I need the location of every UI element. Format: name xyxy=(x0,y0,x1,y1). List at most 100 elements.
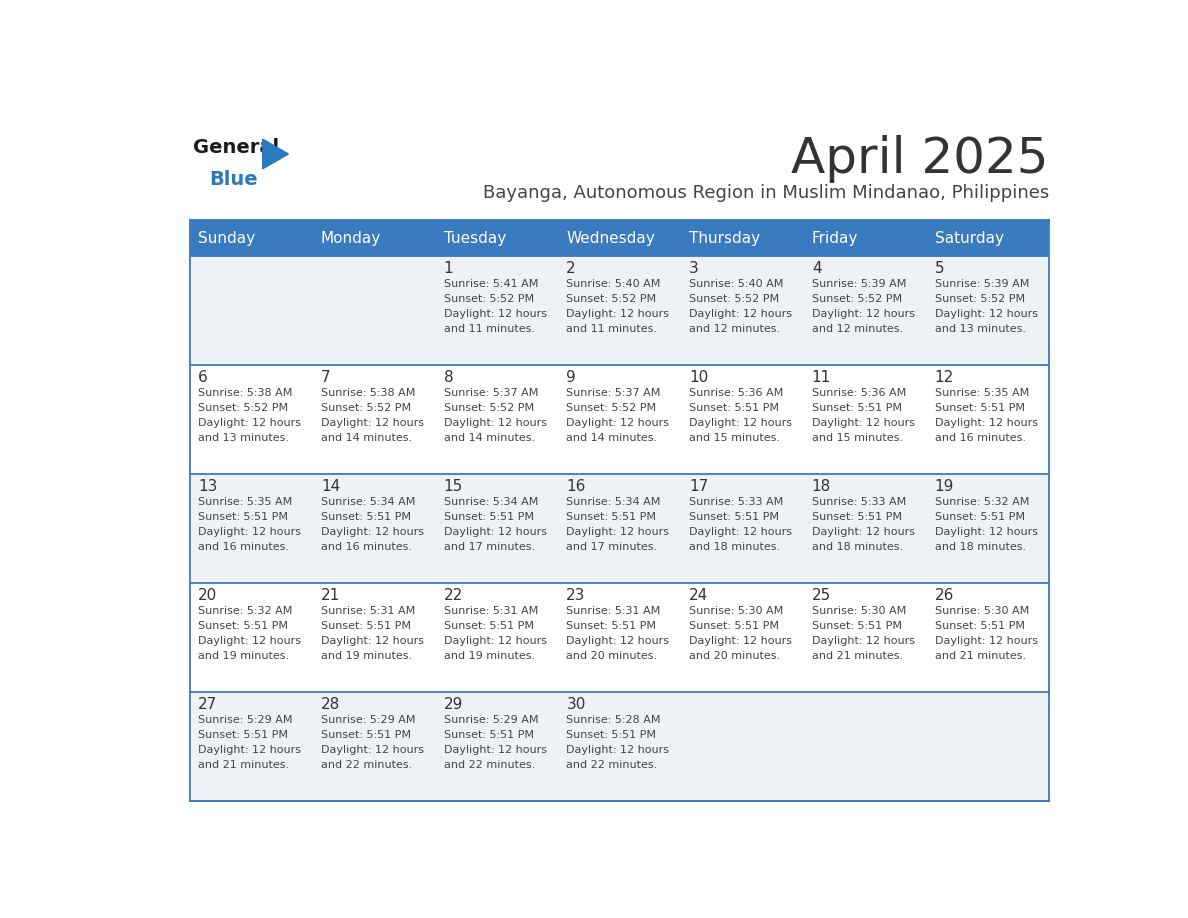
Text: 9: 9 xyxy=(567,370,576,385)
Text: Sunset: 5:51 PM: Sunset: 5:51 PM xyxy=(321,512,411,522)
Text: Sunrise: 5:40 AM: Sunrise: 5:40 AM xyxy=(689,279,783,289)
Text: and 19 minutes.: and 19 minutes. xyxy=(443,651,535,661)
Text: Sunset: 5:51 PM: Sunset: 5:51 PM xyxy=(689,512,779,522)
Text: 27: 27 xyxy=(198,697,217,711)
Text: and 13 minutes.: and 13 minutes. xyxy=(935,324,1025,333)
Text: and 12 minutes.: and 12 minutes. xyxy=(811,324,903,333)
Text: Sunset: 5:51 PM: Sunset: 5:51 PM xyxy=(689,403,779,413)
Text: 4: 4 xyxy=(811,261,821,275)
Bar xyxy=(803,692,927,801)
Text: Sunset: 5:52 PM: Sunset: 5:52 PM xyxy=(567,403,657,413)
Text: Sunrise: 5:30 AM: Sunrise: 5:30 AM xyxy=(689,606,783,616)
Text: and 22 minutes.: and 22 minutes. xyxy=(567,759,658,769)
Bar xyxy=(803,219,927,256)
Text: and 17 minutes.: and 17 minutes. xyxy=(443,542,535,552)
Text: Sunrise: 5:31 AM: Sunrise: 5:31 AM xyxy=(321,606,415,616)
Text: Sunrise: 5:41 AM: Sunrise: 5:41 AM xyxy=(443,279,538,289)
Bar xyxy=(803,475,927,584)
Text: Sunrise: 5:38 AM: Sunrise: 5:38 AM xyxy=(198,388,292,398)
Bar xyxy=(927,584,1049,692)
Text: Sunset: 5:52 PM: Sunset: 5:52 PM xyxy=(689,294,779,304)
Text: 1: 1 xyxy=(443,261,454,275)
Text: Daylight: 12 hours: Daylight: 12 hours xyxy=(689,308,792,319)
Text: and 21 minutes.: and 21 minutes. xyxy=(811,651,903,661)
Text: General: General xyxy=(192,139,279,157)
Text: Sunset: 5:52 PM: Sunset: 5:52 PM xyxy=(198,403,289,413)
Text: 10: 10 xyxy=(689,370,708,385)
Text: Sunrise: 5:31 AM: Sunrise: 5:31 AM xyxy=(443,606,538,616)
Text: Sunset: 5:51 PM: Sunset: 5:51 PM xyxy=(567,621,656,631)
Text: Sunset: 5:51 PM: Sunset: 5:51 PM xyxy=(443,730,533,740)
Bar xyxy=(681,256,803,365)
Bar xyxy=(681,584,803,692)
Text: Sunrise: 5:33 AM: Sunrise: 5:33 AM xyxy=(811,497,906,507)
Text: and 19 minutes.: and 19 minutes. xyxy=(198,651,290,661)
Text: Sunrise: 5:32 AM: Sunrise: 5:32 AM xyxy=(935,497,1029,507)
Text: Sunrise: 5:32 AM: Sunrise: 5:32 AM xyxy=(198,606,292,616)
Text: Daylight: 12 hours: Daylight: 12 hours xyxy=(443,636,546,645)
Text: Daylight: 12 hours: Daylight: 12 hours xyxy=(198,744,302,755)
Text: Sunrise: 5:36 AM: Sunrise: 5:36 AM xyxy=(689,388,783,398)
Text: Sunrise: 5:28 AM: Sunrise: 5:28 AM xyxy=(567,715,661,725)
Text: Daylight: 12 hours: Daylight: 12 hours xyxy=(689,636,792,645)
Text: Daylight: 12 hours: Daylight: 12 hours xyxy=(567,527,669,537)
Text: 13: 13 xyxy=(198,478,217,494)
Bar xyxy=(312,219,435,256)
Text: Wednesday: Wednesday xyxy=(567,230,655,246)
Text: 26: 26 xyxy=(935,588,954,603)
Bar xyxy=(435,692,558,801)
Text: Daylight: 12 hours: Daylight: 12 hours xyxy=(811,636,915,645)
Text: Sunset: 5:51 PM: Sunset: 5:51 PM xyxy=(567,730,656,740)
Text: Sunrise: 5:29 AM: Sunrise: 5:29 AM xyxy=(321,715,416,725)
Text: Sunset: 5:52 PM: Sunset: 5:52 PM xyxy=(443,403,533,413)
Text: 11: 11 xyxy=(811,370,832,385)
Text: and 20 minutes.: and 20 minutes. xyxy=(567,651,657,661)
Text: and 16 minutes.: and 16 minutes. xyxy=(198,542,289,552)
Text: 24: 24 xyxy=(689,588,708,603)
Text: Sunset: 5:51 PM: Sunset: 5:51 PM xyxy=(198,512,289,522)
Text: Daylight: 12 hours: Daylight: 12 hours xyxy=(935,418,1037,428)
Text: Sunset: 5:51 PM: Sunset: 5:51 PM xyxy=(443,512,533,522)
Text: Sunset: 5:51 PM: Sunset: 5:51 PM xyxy=(689,621,779,631)
Text: Sunrise: 5:38 AM: Sunrise: 5:38 AM xyxy=(321,388,416,398)
Text: 20: 20 xyxy=(198,588,217,603)
Text: Daylight: 12 hours: Daylight: 12 hours xyxy=(443,744,546,755)
Text: and 18 minutes.: and 18 minutes. xyxy=(811,542,903,552)
Text: Monday: Monday xyxy=(321,230,381,246)
Bar xyxy=(927,475,1049,584)
Bar xyxy=(803,365,927,475)
Text: Sunset: 5:51 PM: Sunset: 5:51 PM xyxy=(567,512,656,522)
Text: Sunset: 5:52 PM: Sunset: 5:52 PM xyxy=(811,294,902,304)
Text: 5: 5 xyxy=(935,261,944,275)
Text: Daylight: 12 hours: Daylight: 12 hours xyxy=(811,418,915,428)
Text: Sunrise: 5:35 AM: Sunrise: 5:35 AM xyxy=(935,388,1029,398)
Text: Sunrise: 5:33 AM: Sunrise: 5:33 AM xyxy=(689,497,783,507)
Text: Sunset: 5:51 PM: Sunset: 5:51 PM xyxy=(321,621,411,631)
Text: Sunset: 5:51 PM: Sunset: 5:51 PM xyxy=(811,621,902,631)
Text: 6: 6 xyxy=(198,370,208,385)
Text: 12: 12 xyxy=(935,370,954,385)
Bar xyxy=(312,692,435,801)
Bar xyxy=(312,475,435,584)
Text: Daylight: 12 hours: Daylight: 12 hours xyxy=(567,744,669,755)
Text: and 14 minutes.: and 14 minutes. xyxy=(567,432,657,442)
Text: Daylight: 12 hours: Daylight: 12 hours xyxy=(198,636,302,645)
Text: Bayanga, Autonomous Region in Muslim Mindanao, Philippines: Bayanga, Autonomous Region in Muslim Min… xyxy=(482,185,1049,202)
Bar xyxy=(312,365,435,475)
Text: and 15 minutes.: and 15 minutes. xyxy=(689,432,781,442)
Text: Daylight: 12 hours: Daylight: 12 hours xyxy=(198,418,302,428)
Text: and 14 minutes.: and 14 minutes. xyxy=(321,432,412,442)
Text: Daylight: 12 hours: Daylight: 12 hours xyxy=(321,636,424,645)
Text: Sunset: 5:51 PM: Sunset: 5:51 PM xyxy=(321,730,411,740)
Text: 15: 15 xyxy=(443,478,463,494)
Text: Daylight: 12 hours: Daylight: 12 hours xyxy=(811,308,915,319)
Bar xyxy=(927,219,1049,256)
Bar xyxy=(190,584,312,692)
Text: Sunrise: 5:40 AM: Sunrise: 5:40 AM xyxy=(567,279,661,289)
Text: 21: 21 xyxy=(321,588,340,603)
Text: Daylight: 12 hours: Daylight: 12 hours xyxy=(567,308,669,319)
Text: Sunrise: 5:37 AM: Sunrise: 5:37 AM xyxy=(567,388,661,398)
Text: Thursday: Thursday xyxy=(689,230,760,246)
Text: 8: 8 xyxy=(443,370,454,385)
Text: 16: 16 xyxy=(567,478,586,494)
